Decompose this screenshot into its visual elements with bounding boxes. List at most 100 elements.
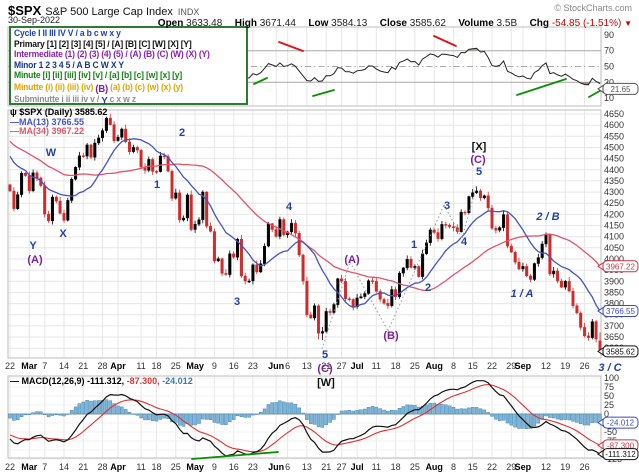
macd-histogram-bar	[266, 404, 271, 415]
date-axis-label: 27	[337, 462, 347, 472]
macd-histogram-bar	[339, 410, 344, 415]
candle-body	[455, 227, 459, 232]
macd-histogram-bar	[378, 408, 382, 415]
macd-histogram-bar	[571, 413, 575, 422]
elliott-wave-legend: Cycle I II III IV V / a b c w x y Primary…	[9, 26, 248, 106]
macd-histogram-bar	[447, 405, 452, 415]
price-axis-label: 4550	[604, 131, 624, 141]
candle-body	[320, 331, 324, 334]
macd-histogram-bar	[336, 413, 340, 415]
date-axis-label: 8	[451, 462, 456, 472]
date-axis-label: 23	[248, 462, 258, 472]
macd-histogram-bar	[147, 413, 151, 421]
wave-legend-segment: Cycle I II III IV V / a b c w x y	[14, 28, 121, 39]
open-field: Open 3633.48	[157, 18, 223, 29]
candle-body	[135, 147, 139, 151]
macd-histogram-bar	[359, 409, 363, 415]
candle-body	[239, 238, 243, 277]
candle-body	[74, 166, 78, 180]
candle-body	[390, 289, 394, 306]
candle-body	[116, 136, 120, 141]
price-axis-label: 4400	[604, 165, 624, 175]
candle-body	[332, 304, 336, 313]
macd-histogram-bar	[278, 400, 282, 415]
candle-body	[401, 267, 405, 274]
candle-body	[131, 147, 135, 152]
wave-legend-row: Minutte (i) (ii) (iii) (iv) (B) (a) (b) …	[14, 82, 220, 94]
rsi-axis-label: 30	[604, 77, 614, 87]
date-axis: 22 Mar 7 14 21 28 Apr 11 18 25 May 9 16 23 Jun 6 13 21 27 J…	[5, 462, 590, 472]
macd-histogram-bar	[355, 410, 359, 415]
macd-histogram-bar	[563, 413, 568, 420]
date-axis-label: Apr	[110, 361, 126, 371]
date-axis-label: Aug	[425, 361, 443, 371]
date-axis-label: 8	[451, 361, 456, 371]
price-axis-label: 4500	[604, 142, 624, 152]
ma13-legend: —MA(13) 3766.55	[10, 116, 85, 127]
macd-histogram-bar	[15, 413, 20, 421]
candle-body	[506, 214, 510, 247]
candle-body	[193, 224, 197, 230]
candle-body	[23, 172, 27, 176]
macd-axis-label: 100	[604, 373, 619, 383]
candle-body	[178, 192, 182, 221]
candle-body	[432, 229, 436, 233]
macd-histogram-bar	[39, 411, 43, 415]
date-axis-label: Apr	[110, 462, 126, 472]
candle-body	[324, 311, 328, 332]
candle-body	[189, 194, 193, 230]
candle-body	[467, 196, 471, 213]
candle-body	[216, 258, 220, 262]
macd-histogram-bar	[455, 408, 460, 415]
candle-body	[151, 159, 155, 172]
candle-body	[556, 270, 560, 282]
macd-value: -111.312,	[87, 376, 125, 386]
macd-histogram-bar	[235, 413, 240, 416]
macd-histogram-bar	[366, 407, 371, 415]
macd-histogram-bar	[544, 413, 548, 417]
date-axis-label: Sep	[515, 462, 532, 472]
price-axis-label: 4050	[604, 243, 624, 253]
candle-body	[371, 280, 375, 282]
candle-body	[567, 281, 571, 292]
macd-histogram-bar	[293, 404, 298, 415]
macd-histogram-bar	[374, 406, 379, 415]
candle-body	[386, 303, 390, 306]
macd-histogram-bar	[524, 413, 529, 429]
macd-histogram-bar	[347, 410, 352, 415]
exchange: INDX	[177, 7, 200, 17]
date-axis-label: Mar	[21, 462, 38, 472]
date-axis-label: 16	[229, 462, 239, 472]
candle-body	[417, 266, 421, 277]
candle-body	[363, 293, 367, 297]
date-axis-label: 15	[468, 361, 478, 371]
date-axis-label: 7	[42, 361, 47, 371]
date-axis-label: Mar	[21, 361, 38, 371]
macd-histogram-bar	[497, 413, 502, 421]
date-axis-label: 16	[229, 361, 239, 371]
macd-histogram-bar	[150, 413, 155, 422]
candle-body	[147, 159, 151, 171]
date-axis-label: 22	[487, 462, 497, 472]
chart-date: 30-Sep-2022	[8, 15, 61, 25]
candle-body	[517, 261, 521, 270]
macd-histogram-bar	[463, 408, 467, 415]
wave-legend-segment: Minor 1 2 3 4 5 / A B C W X Y	[14, 59, 124, 71]
candle-body	[513, 251, 517, 263]
rsi-axis-label: 70	[604, 46, 614, 56]
macd-histogram-bar	[567, 413, 571, 421]
candle-body	[502, 214, 506, 228]
date-axis-label: Sep	[515, 361, 532, 371]
macd-histogram-bar	[309, 413, 313, 424]
macd-histogram-bar	[393, 410, 398, 415]
candle-body	[586, 335, 590, 338]
macd-histogram-bar	[255, 413, 259, 415]
macd-hist-value: -24.012	[162, 376, 193, 386]
macd-histogram-bar	[332, 413, 336, 420]
candle-body	[27, 175, 31, 191]
candle-body	[293, 222, 297, 234]
candle-body	[232, 253, 236, 258]
macd-histogram-bar	[258, 411, 263, 415]
candle-body	[490, 207, 494, 229]
candle-body	[301, 254, 305, 282]
